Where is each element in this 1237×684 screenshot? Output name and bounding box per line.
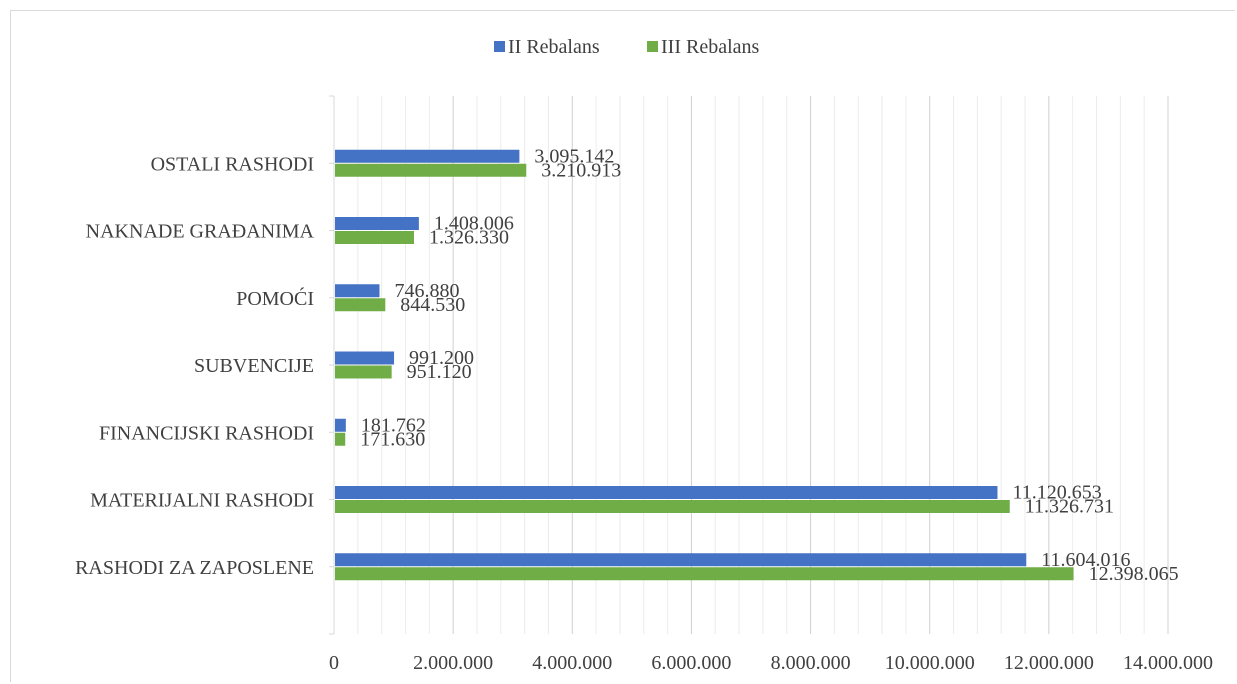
bar-iii-rebalans bbox=[335, 500, 1010, 513]
bar-value-label: 1.408.006 bbox=[434, 213, 514, 235]
bar-value-label: 12.398.065 bbox=[1089, 563, 1179, 585]
legend-swatch bbox=[647, 41, 658, 52]
legend-label: III Rebalans bbox=[661, 36, 760, 58]
category-labels: RASHODI ZA ZAPOSLENE MATERIJALNI RASHODI F… bbox=[75, 153, 314, 579]
bar-ii-rebalans bbox=[335, 486, 998, 499]
bar-ii-rebalans bbox=[335, 217, 419, 230]
bar-value-label: 11.120.653 bbox=[1012, 482, 1101, 504]
bar-ii-rebalans bbox=[335, 149, 520, 163]
x-tick-label: 8.000.000 bbox=[771, 652, 851, 674]
bar-value-label: 746.880 bbox=[394, 280, 459, 302]
category-label: RASHODI ZA ZAPOSLENE bbox=[75, 557, 314, 579]
bar-ii-rebalans bbox=[335, 418, 346, 432]
bar-ii-rebalans bbox=[335, 284, 380, 298]
x-tick-label: 4.000.000 bbox=[532, 652, 612, 674]
bar-ii-rebalans bbox=[335, 553, 1027, 567]
legend-label: II Rebalans bbox=[508, 36, 600, 58]
bar-value-label: 1.326.330 bbox=[429, 227, 509, 249]
major-gridlines bbox=[452, 96, 1169, 634]
x-tick-label: 10.000.000 bbox=[885, 652, 975, 674]
bar-value-label: 171.630 bbox=[360, 428, 425, 450]
bar-iii-rebalans bbox=[335, 298, 386, 312]
bar-value-label: 3.095.142 bbox=[534, 145, 614, 167]
bar-value-label: 11.326.731 bbox=[1025, 496, 1114, 518]
category-label: OSTALI RASHODI bbox=[151, 153, 314, 175]
x-tick-label: 2.000.000 bbox=[413, 652, 493, 674]
bar-ii-rebalans bbox=[335, 351, 395, 365]
x-tick-label: 14.000.000 bbox=[1123, 652, 1213, 674]
category-label: FINANCIJSKI RASHODI bbox=[99, 422, 314, 444]
bar-value-label: 181.762 bbox=[361, 414, 426, 436]
bar-iii-rebalans bbox=[335, 567, 1074, 581]
bar-value-label: 991.200 bbox=[409, 347, 474, 369]
x-tick-label: 12.000.000 bbox=[1004, 652, 1094, 674]
bars bbox=[335, 149, 1074, 581]
bar-value-label: 951.120 bbox=[407, 361, 472, 383]
bar-value-label: 11.604.016 bbox=[1041, 549, 1130, 571]
category-label: POMOĆI bbox=[236, 286, 314, 310]
x-tick-label: 0 bbox=[329, 652, 339, 674]
category-label: SUBVENCIJE bbox=[194, 355, 314, 377]
minor-gridlines bbox=[357, 96, 1145, 634]
bar-iii-rebalans bbox=[335, 163, 527, 177]
bar-value-label: 844.530 bbox=[400, 294, 465, 316]
category-label: MATERIJALNI RASHODI bbox=[90, 490, 314, 512]
bar-iii-rebalans bbox=[335, 365, 392, 379]
x-tick-label: 6.000.000 bbox=[651, 652, 731, 674]
legend-swatch bbox=[494, 41, 505, 52]
category-label: NAKNADE GRAĐANIMA bbox=[86, 221, 315, 243]
bar-value-label: 3.210.913 bbox=[541, 159, 621, 181]
x-tick-labels: 0 2.000.000 4.000.000 6.000.000 8.000.000 10.… bbox=[329, 652, 1213, 674]
bar-iii-rebalans bbox=[335, 231, 415, 244]
bar-iii-rebalans bbox=[335, 432, 346, 446]
legend: II Rebalans III Rebalans bbox=[494, 36, 760, 58]
